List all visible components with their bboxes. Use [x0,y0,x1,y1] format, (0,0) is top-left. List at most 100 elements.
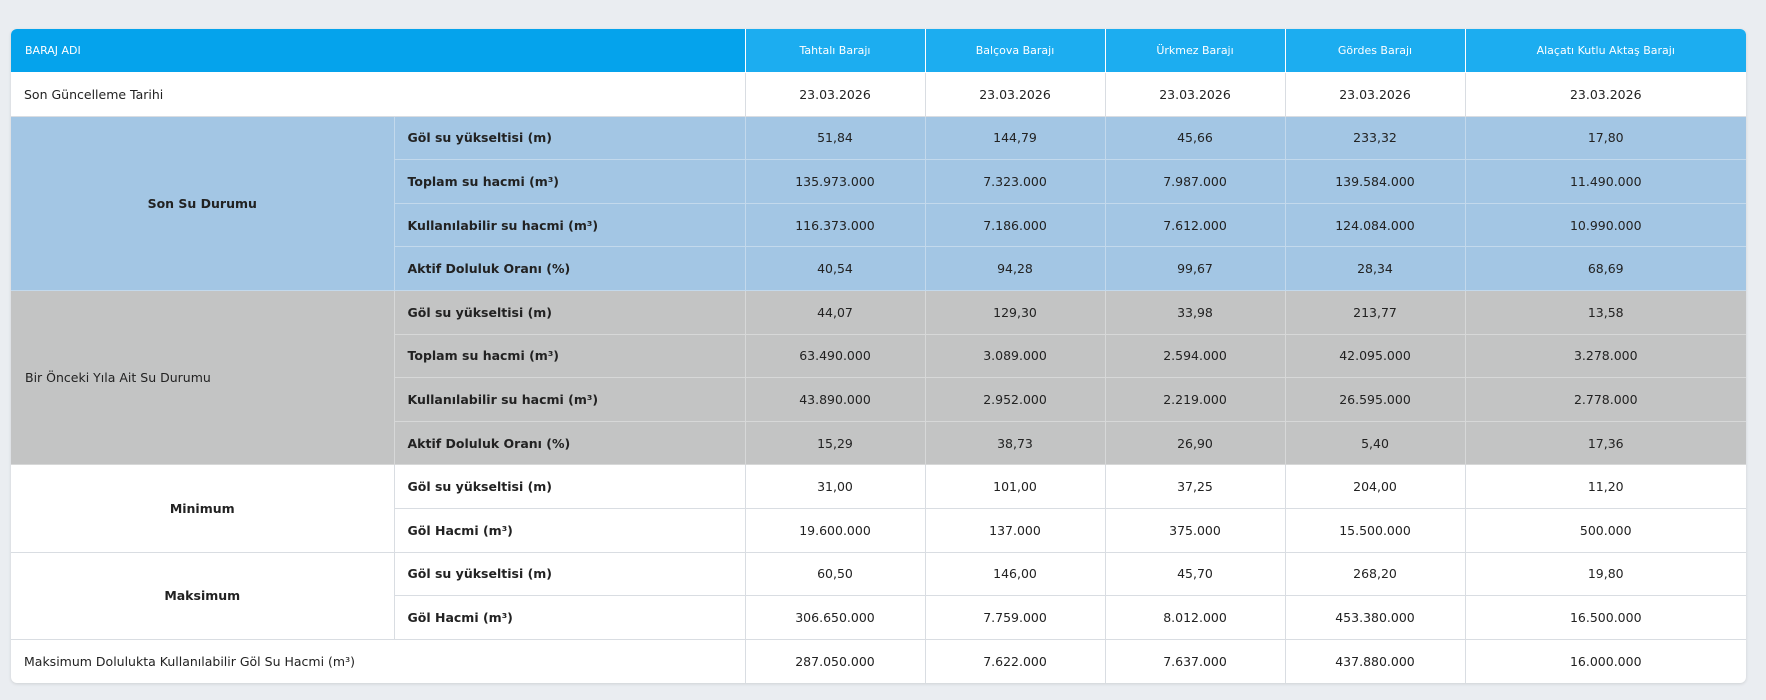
table-cell: 129,30 [924,290,1106,335]
table-cell: 17,80 [1464,115,1746,161]
maximum-group-label: Maksimum [11,551,395,640]
table-cell: 33,98 [1104,290,1286,335]
row-label: Göl Hacmi (m³) [393,595,746,640]
table-cell: 116.373.000 [744,202,926,248]
table-cell: 233,32 [1284,115,1466,161]
table-cell: 146,00 [924,551,1106,597]
table-cell: 68,69 [1464,246,1746,292]
table-cell: 2.594.000 [1104,333,1286,379]
table-cell: 37,25 [1104,464,1286,510]
table-cell: 453.380.000 [1284,595,1466,640]
row-label: Aktif Doluluk Oranı (%) [393,246,746,292]
maximum-row: Maksimum Göl su yükseltisi (m) 60,50 146… [11,551,1746,640]
table-cell: 7.612.000 [1104,202,1286,248]
header-dam-name: BARAJ ADI [11,29,746,74]
header-dam-gordes: Gördes Barajı [1284,29,1466,74]
table-cell: 16.500.000 [1464,595,1746,640]
table-cell: 10.990.000 [1464,202,1746,248]
table-cell: 7.987.000 [1104,159,1286,204]
table-cell: 7.637.000 [1104,638,1286,683]
table-cell: 268,20 [1284,551,1466,597]
table-cell: 31,00 [744,464,926,510]
current-group-label: Son Su Durumu [11,115,395,292]
table-cell: 7.186.000 [924,202,1106,248]
table-cell: 144,79 [924,115,1106,161]
table-cell: 139.584.000 [1284,159,1466,204]
previous-row: Toplam su hacmi (m³) 63.490.000 3.089.00… [11,333,1746,379]
table-cell: 51,84 [744,115,926,161]
table-cell: 99,67 [1104,246,1286,292]
row-label: Göl Hacmi (m³) [393,508,746,553]
row-label: Toplam su hacmi (m³) [393,333,746,379]
previous-row: Kullanılabilir su hacmi (m³) 43.890.000 … [11,377,1746,422]
table-cell: 5,40 [1284,420,1466,466]
table-cell: 124.084.000 [1284,202,1466,248]
table-cell: 306.650.000 [744,595,926,640]
previous-group-label: Bir Önceki Yıla Ait Su Durumu [11,290,395,466]
dam-status-panel: BARAJ ADI Tahtalı Barajı Balçova Barajı … [11,29,1746,683]
update-label: Son Güncelleme Tarihi [11,72,746,117]
table-cell: 23.03.2026 [1284,72,1466,117]
row-label: Toplam su hacmi (m³) [393,159,746,204]
table-cell: 60,50 [744,551,926,597]
minimum-row: Minimum Göl su yükseltisi (m) 31,00 101,… [11,464,1746,553]
table-cell: 2.952.000 [924,377,1106,422]
header-dam-balcova: Balçova Barajı [924,29,1106,74]
header-dam-alacati: Alaçatı Kutlu Aktaş Barajı [1464,29,1746,74]
table-cell: 3.278.000 [1464,333,1746,379]
table-cell: 11.490.000 [1464,159,1746,204]
table-cell: 23.03.2026 [1464,72,1746,117]
row-label: Kullanılabilir su hacmi (m³) [393,202,746,248]
update-row: Son Güncelleme Tarihi 23.03.2026 23.03.2… [11,72,1746,117]
current-row: Toplam su hacmi (m³) 135.973.000 7.323.0… [11,159,1746,204]
table-cell: 26.595.000 [1284,377,1466,422]
table-cell: 44,07 [744,290,926,335]
table-header-row: BARAJ ADI Tahtalı Barajı Balçova Barajı … [11,29,1746,74]
table-cell: 204,00 [1284,464,1466,510]
table-cell: 43.890.000 [744,377,926,422]
table-cell: 375.000 [1104,508,1286,553]
previous-row: Bir Önceki Yıla Ait Su Durumu Göl su yük… [11,290,1746,466]
table-cell: 7.323.000 [924,159,1106,204]
table-cell: 213,77 [1284,290,1466,335]
table-cell: 19.600.000 [744,508,926,553]
table-cell: 135.973.000 [744,159,926,204]
max-usable-row: Maksimum Dolulukta Kullanılabilir Göl Su… [11,638,1746,683]
previous-row: Aktif Doluluk Oranı (%) 15,29 38,73 26,9… [11,420,1746,466]
row-label: Göl su yükseltisi (m) [393,290,746,335]
row-label: Kullanılabilir su hacmi (m³) [393,377,746,422]
minimum-group-label: Minimum [11,464,395,553]
table-cell: 28,34 [1284,246,1466,292]
table-cell: 437.880.000 [1284,638,1466,683]
table-cell: 7.622.000 [924,638,1106,683]
table-cell: 45,70 [1104,551,1286,597]
table-cell: 11,20 [1464,464,1746,510]
table-cell: 16.000.000 [1464,638,1746,683]
row-label: Göl su yükseltisi (m) [393,115,746,161]
row-label: Göl su yükseltisi (m) [393,551,746,597]
row-label: Göl su yükseltisi (m) [393,464,746,510]
table-cell: 17,36 [1464,420,1746,466]
table-cell: 23.03.2026 [744,72,926,117]
table-cell: 45,66 [1104,115,1286,161]
table-cell: 26,90 [1104,420,1286,466]
current-row: Aktif Doluluk Oranı (%) 40,54 94,28 99,6… [11,246,1746,292]
header-dam-tahtali: Tahtalı Barajı [744,29,926,74]
table-cell: 287.050.000 [744,638,926,683]
table-cell: 38,73 [924,420,1106,466]
table-cell: 101,00 [924,464,1106,510]
table-cell: 13,58 [1464,290,1746,335]
table-cell: 8.012.000 [1104,595,1286,640]
max-usable-label: Maksimum Dolulukta Kullanılabilir Göl Su… [11,638,746,683]
table-cell: 15,29 [744,420,926,466]
table-cell: 137.000 [924,508,1106,553]
table-cell: 15.500.000 [1284,508,1466,553]
table-cell: 3.089.000 [924,333,1106,379]
dam-status-table: BARAJ ADI Tahtalı Barajı Balçova Barajı … [11,29,1746,683]
table-cell: 40,54 [744,246,926,292]
maximum-row: Göl Hacmi (m³) 306.650.000 7.759.000 8.0… [11,595,1746,640]
table-cell: 23.03.2026 [1104,72,1286,117]
table-cell: 19,80 [1464,551,1746,597]
header-dam-urkmez: Ürkmez Barajı [1104,29,1286,74]
table-cell: 23.03.2026 [924,72,1106,117]
